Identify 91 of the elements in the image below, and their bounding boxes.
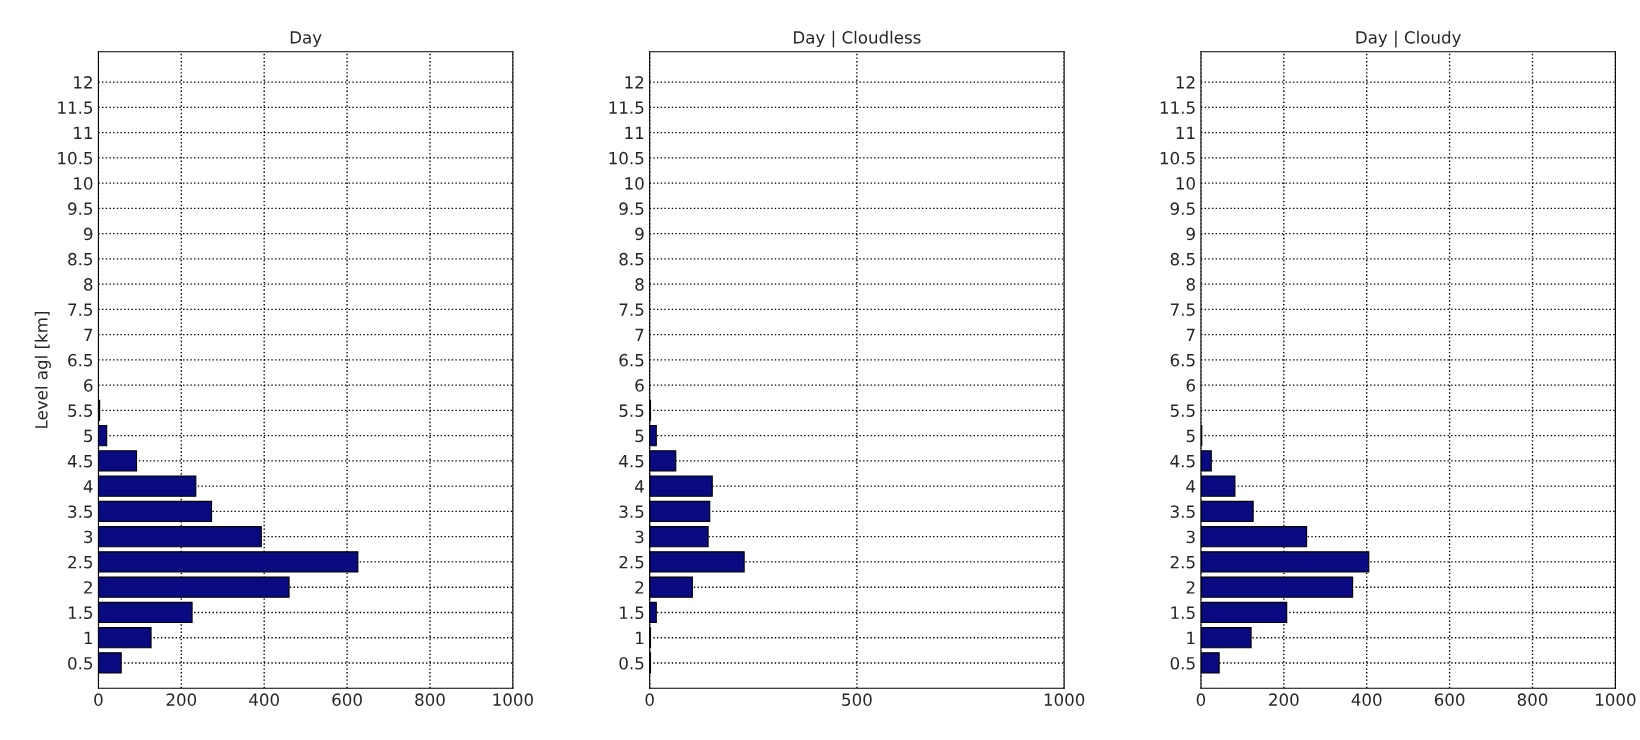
y-tick-label: 2 bbox=[635, 581, 644, 594]
y-tick-label: 11 bbox=[1176, 126, 1195, 139]
y-tick-label: 5 bbox=[635, 429, 644, 443]
x-tick-label: 600 bbox=[332, 693, 362, 706]
y-tick-label: 3.5 bbox=[619, 505, 644, 518]
y-tick-label: 2.5 bbox=[68, 555, 93, 569]
y-tick-label: 10 bbox=[1176, 177, 1195, 190]
y-tick-label: 5 bbox=[84, 429, 93, 443]
y-tick-label: 9 bbox=[1186, 227, 1195, 241]
y-tick-label: 4 bbox=[1186, 480, 1196, 493]
y-tick-label: 5.5 bbox=[1170, 404, 1195, 417]
y-tick-label: 7.5 bbox=[1170, 303, 1195, 316]
x-tick-label: 0 bbox=[94, 693, 103, 706]
y-tick-label: 0.5 bbox=[619, 656, 644, 670]
y-tick-label: 9 bbox=[83, 227, 93, 241]
y-tick-label: 7 bbox=[84, 328, 93, 341]
x-tick-label: 400 bbox=[249, 693, 279, 706]
y-tick-label: 7.5 bbox=[619, 303, 644, 316]
y-tick-label: 4 bbox=[83, 480, 93, 493]
y-tick-label: 4.5 bbox=[619, 455, 644, 468]
x-tick-label: 1000 bbox=[1596, 693, 1636, 706]
x-tick-label: 800 bbox=[415, 693, 445, 706]
x-tick-label: 0 bbox=[1196, 693, 1206, 706]
y-tick-label: 11.5 bbox=[609, 101, 644, 114]
x-tick-label: 400 bbox=[1351, 693, 1382, 706]
chart-title: Day bbox=[290, 31, 322, 47]
y-tick-label: 8.5 bbox=[619, 252, 644, 266]
y-tick-label: 12 bbox=[74, 76, 92, 89]
y-tick-label: 12 bbox=[1176, 76, 1195, 89]
y-tick-label: 11 bbox=[625, 126, 644, 139]
x-tick-label: 1000 bbox=[493, 693, 533, 706]
y-tick-label: 8.5 bbox=[68, 252, 93, 266]
y-tick-label: 9.5 bbox=[619, 202, 644, 215]
y-tick-label: 5.5 bbox=[619, 404, 644, 417]
x-tick-label: 0 bbox=[645, 693, 654, 706]
chart-title: Day | Cloudy bbox=[1356, 30, 1461, 48]
y-tick-label: 3 bbox=[635, 530, 644, 544]
x-tick-label: 200 bbox=[1269, 693, 1299, 706]
y-tick-label: 10.5 bbox=[58, 151, 93, 165]
y-tick-label: 4.5 bbox=[67, 455, 93, 468]
y-tick-label: 3 bbox=[1186, 530, 1195, 544]
y-tick-label: 1 bbox=[1187, 631, 1195, 645]
x-tick-label: 600 bbox=[1434, 693, 1465, 706]
y-tick-label: 5 bbox=[1186, 429, 1195, 443]
y-tick-label: 7 bbox=[635, 328, 644, 341]
y-tick-label: 10.5 bbox=[1160, 151, 1195, 165]
y-tick-label: 11.5 bbox=[58, 101, 93, 114]
y-tick-label: 6 bbox=[84, 379, 93, 392]
y-tick-label: 6.5 bbox=[68, 353, 93, 367]
y-tick-label: 6.5 bbox=[1170, 353, 1195, 367]
y-tick-label: 1.5 bbox=[620, 606, 644, 620]
y-tick-label: 2 bbox=[84, 581, 92, 594]
y-tick-label: 2 bbox=[1186, 581, 1195, 594]
y-tick-label: 11 bbox=[74, 126, 92, 139]
y-tick-label: 3.5 bbox=[1170, 505, 1195, 518]
y-tick-label: 1.5 bbox=[1171, 606, 1195, 620]
y-tick-label: 11.5 bbox=[1160, 101, 1195, 114]
y-tick-label: 2.5 bbox=[619, 555, 644, 569]
y-tick-label: 4.5 bbox=[1170, 455, 1195, 468]
y-tick-label: 9.5 bbox=[1170, 202, 1195, 215]
y-tick-label: 8.5 bbox=[1170, 252, 1195, 266]
y-tick-label: 0.5 bbox=[68, 656, 93, 670]
y-tick-label: 6 bbox=[635, 379, 644, 392]
y-tick-label: 7 bbox=[1186, 328, 1195, 341]
y-tick-label: 3.5 bbox=[68, 505, 93, 518]
chart-title: Day | Cloudless bbox=[794, 30, 921, 48]
y-tick-label: 4 bbox=[635, 480, 644, 493]
y-tick-label: 3 bbox=[84, 530, 93, 544]
y-tick-label: 1 bbox=[636, 631, 644, 645]
y-tick-label: 2.5 bbox=[1170, 555, 1195, 569]
y-tick-label: 9 bbox=[635, 227, 644, 241]
y-tick-label: 8 bbox=[84, 278, 93, 291]
x-tick-label: 1000 bbox=[1044, 693, 1085, 706]
y-tick-label: 1.5 bbox=[68, 606, 93, 620]
x-tick-label: 800 bbox=[1517, 693, 1548, 706]
y-tick-label: 7.5 bbox=[68, 303, 93, 316]
y-tick-label: 0.5 bbox=[1170, 656, 1195, 670]
y-tick-label: 10.5 bbox=[609, 151, 644, 165]
y-tick-label: 10 bbox=[625, 177, 644, 190]
x-tick-label: 500 bbox=[842, 693, 872, 706]
y-tick-label: 6.5 bbox=[619, 353, 644, 367]
x-tick-label: 200 bbox=[166, 693, 197, 706]
y-tick-label: 1 bbox=[84, 631, 92, 645]
y-tick-label: 10 bbox=[74, 177, 93, 190]
y-tick-label: 12 bbox=[625, 76, 644, 89]
y-axis-title: Level agl [km] bbox=[34, 311, 51, 428]
y-tick-label: 6 bbox=[1186, 379, 1196, 392]
y-tick-label: 5.5 bbox=[68, 404, 93, 417]
y-tick-label: 8 bbox=[1186, 278, 1195, 291]
y-tick-label: 8 bbox=[635, 278, 644, 291]
y-tick-label: 9.5 bbox=[68, 202, 93, 215]
